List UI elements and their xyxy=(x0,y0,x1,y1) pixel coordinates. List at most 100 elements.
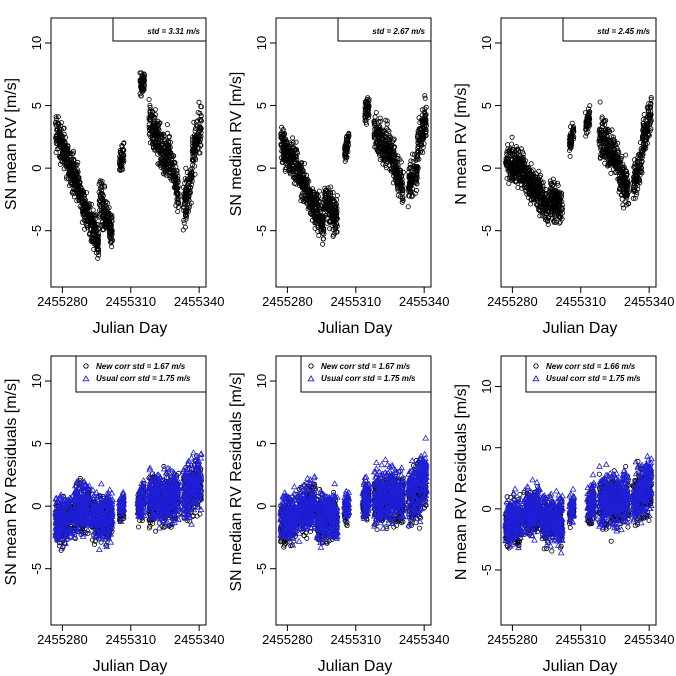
point-circle xyxy=(583,133,589,139)
legend-entry: std = 2.67 m/s xyxy=(372,27,425,36)
point-circle xyxy=(168,173,174,179)
point-circle xyxy=(53,114,59,120)
point-circle xyxy=(118,150,124,156)
panel-5-ylabel: SN median RV Residuals [m/s] xyxy=(228,372,245,591)
point-circle xyxy=(74,170,80,176)
point-circle xyxy=(95,233,101,239)
y-tick-label: -5 xyxy=(29,225,44,237)
point-circle xyxy=(56,131,62,137)
point-circle xyxy=(62,139,68,145)
point-circle xyxy=(156,135,162,141)
point-circle xyxy=(138,93,144,99)
point-circle xyxy=(174,186,180,192)
point-circle xyxy=(330,189,336,195)
point-circle xyxy=(509,141,515,147)
point-circle xyxy=(76,197,82,203)
point-circle xyxy=(155,143,161,149)
point-circle xyxy=(422,93,428,99)
point-circle xyxy=(100,208,106,214)
point-circle xyxy=(175,209,181,215)
data-points xyxy=(503,95,654,227)
point-circle xyxy=(167,144,173,150)
point-circle xyxy=(98,184,104,190)
point-circle xyxy=(158,147,164,153)
point-circle xyxy=(91,246,97,252)
point-circle xyxy=(160,166,166,172)
y-tick-label: 5 xyxy=(29,102,44,109)
panel-4-ylabel: SN mean RV Residuals [m/s] xyxy=(3,379,20,586)
point-circle xyxy=(173,203,179,209)
point-circle xyxy=(120,155,126,161)
point-circle xyxy=(95,226,101,232)
point-circle xyxy=(64,176,70,182)
point-circle xyxy=(139,76,145,82)
point-circle xyxy=(60,138,66,144)
point-circle xyxy=(101,224,107,230)
point-circle xyxy=(56,153,62,159)
point-circle xyxy=(183,165,189,171)
point-circle xyxy=(89,239,95,245)
point-circle xyxy=(70,148,76,154)
point-circle xyxy=(58,155,64,161)
point-circle xyxy=(506,180,512,186)
point-circle xyxy=(141,86,147,92)
point-circle xyxy=(78,192,84,198)
point-circle xyxy=(146,97,152,103)
y-tick-label: 10 xyxy=(254,36,269,50)
y-tick-label: 10 xyxy=(479,36,494,50)
point-circle xyxy=(174,196,180,202)
point-circle xyxy=(78,185,84,191)
x-tick-label: 2455340 xyxy=(174,294,225,309)
point-circle xyxy=(196,99,202,105)
panel-4-xlabel: Julian Day xyxy=(93,658,168,675)
plot-frame xyxy=(50,17,207,288)
point-circle xyxy=(155,137,161,143)
panel-6-ylabel: N mean RV Residuals [m/s] xyxy=(453,384,470,580)
point-circle xyxy=(101,226,107,232)
panel-1-ylabel: SN mean RV [m/s] xyxy=(3,78,20,210)
point-circle xyxy=(89,231,95,237)
point-circle xyxy=(137,84,143,90)
point-circle xyxy=(120,151,126,157)
point-circle xyxy=(89,201,95,207)
point-circle xyxy=(54,127,60,133)
point-circle xyxy=(152,147,158,153)
point-circle xyxy=(619,196,625,202)
point-circle xyxy=(141,81,147,87)
point-circle xyxy=(92,220,98,226)
y-tick-label: 10 xyxy=(29,36,44,50)
point-circle xyxy=(290,135,296,141)
point-circle xyxy=(95,244,101,250)
point-circle xyxy=(91,236,97,242)
point-circle xyxy=(166,134,172,140)
point-circle xyxy=(70,150,76,156)
point-circle xyxy=(69,182,75,188)
point-circle xyxy=(536,168,542,174)
point-circle xyxy=(608,170,614,176)
y-tick-label: 0 xyxy=(479,165,494,172)
point-circle xyxy=(109,238,115,244)
point-circle xyxy=(71,176,77,182)
point-circle xyxy=(167,160,173,166)
point-circle xyxy=(146,131,152,137)
point-circle xyxy=(110,237,116,243)
point-circle xyxy=(64,156,70,162)
point-circle xyxy=(59,140,65,146)
point-circle xyxy=(320,241,326,247)
point-circle xyxy=(104,210,110,216)
x-tick-label: 2455280 xyxy=(37,294,88,309)
point-circle xyxy=(85,223,91,229)
point-circle xyxy=(157,132,163,138)
point-circle xyxy=(53,140,59,146)
panel-5: SN median RV Residuals [m/s] Julian Day xyxy=(228,372,392,675)
point-circle xyxy=(86,214,92,220)
point-circle xyxy=(165,144,171,150)
point-circle xyxy=(373,110,379,116)
point-circle xyxy=(164,122,170,128)
panel-6: N mean RV Residuals [m/s] Julian Day xyxy=(453,384,617,675)
point-circle xyxy=(83,212,89,218)
point-circle xyxy=(154,146,160,152)
x-tick-label: 2455310 xyxy=(105,294,156,309)
y-tick-label: 0 xyxy=(254,165,269,172)
point-circle xyxy=(372,114,378,120)
